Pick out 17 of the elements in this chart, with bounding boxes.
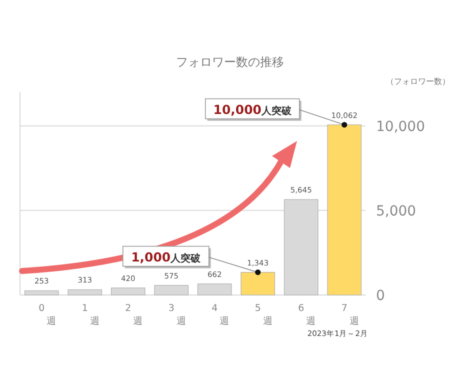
x-tick-label: 5 週 [254, 303, 273, 327]
annotation: 1,000人突破 [131, 249, 202, 264]
x-tick-label: 0 週 [38, 303, 57, 327]
y-axis-title: （フォロワー数） [386, 77, 450, 86]
x-tick-label: 2 週 [125, 303, 144, 327]
y-tick-label: 5,000 [376, 203, 416, 220]
x-tick-label: 1 週 [82, 303, 100, 327]
x-tick-label: 4 週 [212, 303, 230, 327]
chart-title: フォロワー数の推移 [176, 55, 284, 69]
bar [327, 124, 362, 296]
x-tick-label: 7 週 [341, 303, 360, 327]
x-tick-label: 6 週 [298, 303, 316, 327]
x-tick-label: 3 週 [168, 303, 186, 327]
y-tick-label: 10,000 [376, 118, 425, 135]
bar [240, 272, 276, 296]
y-tick-label: 0 [376, 288, 385, 304]
annotation: 10,000人突破 [213, 102, 292, 117]
